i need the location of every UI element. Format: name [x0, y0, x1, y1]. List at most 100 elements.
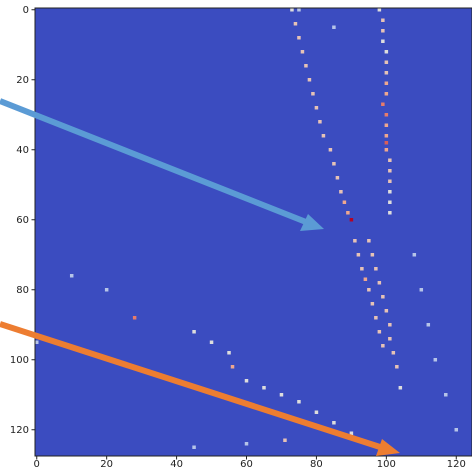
heatmap-cell: [332, 25, 336, 29]
heatmap-cell: [192, 445, 196, 449]
heatmap-cell: [339, 190, 343, 194]
heatmap-cell: [381, 295, 385, 299]
heatmap-cell: [426, 323, 431, 327]
heatmap-cell: [388, 323, 392, 327]
heatmap-cell: [349, 431, 354, 435]
x-tick-label: 20: [100, 459, 113, 469]
heatmap-cell: [384, 92, 389, 96]
heatmap-cell: [384, 71, 389, 75]
y-tick-label: 0: [23, 5, 29, 16]
heatmap-cell: [367, 239, 371, 243]
heatmap-cell: [381, 39, 385, 43]
heatmap-cell: [342, 200, 347, 204]
heatmap-cell: [395, 365, 399, 369]
x-tick-label: 0: [34, 459, 40, 469]
heatmap-cell: [360, 267, 364, 271]
heatmap-cell: [192, 330, 196, 334]
blue-arrow-head: [300, 214, 324, 231]
heatmap-cell: [356, 253, 361, 257]
heatmap-cell: [367, 288, 371, 292]
y-tick-label: 100: [10, 355, 29, 366]
heatmap-cell: [377, 330, 382, 334]
heatmap-cell: [227, 351, 231, 355]
heatmap-cell: [388, 158, 392, 162]
heatmap-cell: [381, 102, 385, 106]
heatmap-cell: [388, 169, 392, 173]
heatmap-cell: [279, 393, 284, 397]
x-tick-label: 120: [447, 459, 466, 469]
x-tick-label: 80: [310, 459, 323, 469]
heatmap-cell: [314, 410, 319, 414]
heatmap-cell: [335, 176, 340, 180]
heatmap-cell: [384, 113, 389, 117]
heatmap-cell: [388, 179, 392, 183]
heatmap-cell: [444, 393, 448, 397]
heatmap-cell: [370, 302, 375, 306]
heatmap-cell: [384, 81, 389, 85]
heatmap-cell: [384, 141, 389, 145]
y-tick-label: 20: [16, 75, 29, 86]
heatmap-cell: [297, 400, 301, 404]
heatmap-cell: [384, 309, 389, 313]
orange-arrow-head: [376, 439, 400, 456]
heatmap-cell: [132, 316, 137, 320]
heatmap-cell: [353, 239, 357, 243]
orange-arrow-shaft: [0, 321, 381, 450]
heatmap-cell: [35, 340, 39, 344]
heatmap-cell: [300, 50, 305, 54]
heatmap-cell: [297, 8, 301, 12]
heatmap-cell: [290, 8, 294, 12]
heatmap-cell: [209, 340, 214, 344]
heatmap-cell: [381, 29, 385, 33]
heatmap-cell: [388, 211, 392, 215]
heatmap-cell: [328, 148, 333, 152]
x-tick-label: 100: [377, 459, 396, 469]
heatmap-cell: [104, 288, 109, 292]
heatmap-cell: [384, 134, 389, 138]
heatmap-cell: [311, 92, 315, 96]
heatmap-cell: [293, 22, 298, 26]
heatmap-cell: [318, 120, 322, 124]
y-tick-label: 120: [10, 425, 29, 436]
heatmap-cell: [332, 421, 336, 425]
heatmap-cell: [412, 253, 417, 257]
heatmap-cell: [384, 123, 389, 127]
heatmap-cell: [384, 148, 389, 152]
heatmap-cell: [381, 344, 385, 348]
heatmap-cell: [377, 281, 382, 285]
heatmap-cell: [398, 386, 403, 390]
heatmap-cell: [374, 316, 378, 320]
heatmap-cell: [388, 337, 392, 341]
heatmap-cell: [283, 438, 287, 442]
heatmap-cell: [297, 36, 301, 40]
heatmap-cell: [244, 379, 249, 383]
y-tick-label: 80: [16, 285, 29, 296]
heatmap-cell: [69, 274, 74, 278]
heatmap-cell: [377, 8, 382, 12]
heatmap-cell: [314, 106, 319, 110]
y-tick-label: 60: [16, 215, 29, 226]
heatmap-cell: [363, 277, 368, 281]
heatmap-cell: [370, 253, 375, 257]
heatmap-cell: [321, 134, 326, 138]
heatmap-cell: [384, 50, 389, 54]
heatmap-cell: [230, 365, 235, 369]
heatmap-background: [35, 8, 472, 456]
heatmap-cell: [304, 64, 308, 68]
heatmap-cell: [391, 351, 396, 355]
x-tick-label: 60: [240, 459, 253, 469]
heatmap-cell: [349, 218, 354, 222]
x-tick-label: 40: [170, 459, 183, 469]
heatmap-cell: [388, 200, 392, 204]
heatmap-cell: [307, 78, 312, 82]
heatmap-cell: [419, 288, 424, 292]
heatmap-cell: [244, 442, 249, 446]
heatmap-cell: [374, 267, 378, 271]
blue-arrow-shaft: [0, 98, 308, 225]
heatmap-cell: [381, 18, 385, 22]
heatmap-cell: [433, 358, 438, 362]
heatmap-cell: [332, 162, 336, 166]
heatmap-cell: [346, 211, 350, 215]
heatmap-cell: [454, 428, 459, 432]
heatmap-cell: [262, 386, 266, 390]
